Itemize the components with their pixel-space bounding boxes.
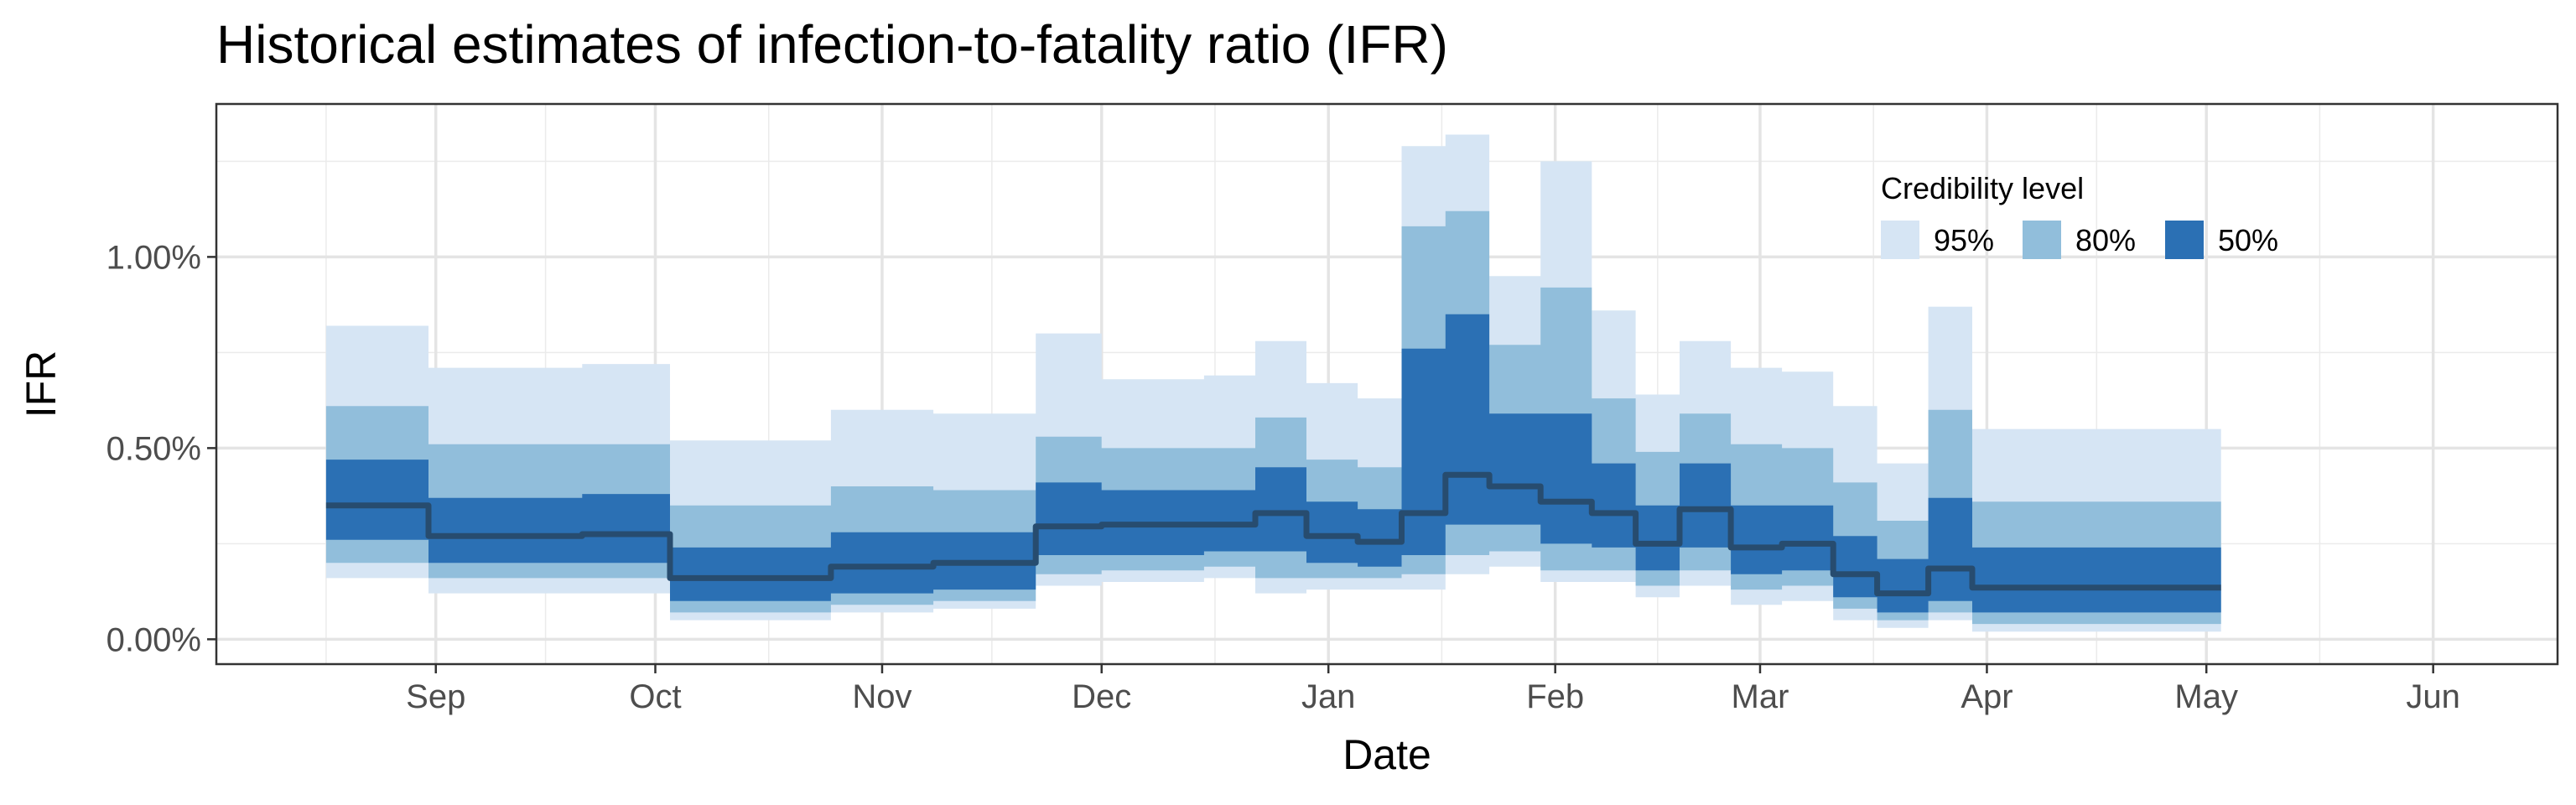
x-axis-title: Date <box>1343 731 1431 778</box>
chart-title: Historical estimates of infection-to-fat… <box>216 14 1448 75</box>
legend-swatch-50 <box>2165 221 2204 259</box>
y-axis-ticks: 0.00% 0.50% 1.00% <box>106 239 216 658</box>
legend-label-50: 50% <box>2218 223 2278 257</box>
legend: Credibility level 95% 80% 50% <box>1881 171 2278 259</box>
legend-entries: 95% 80% 50% <box>1881 221 2278 259</box>
legend-label-80: 80% <box>2075 223 2136 257</box>
y-tick-label-0: 0.00% <box>106 621 201 658</box>
x-axis-ticks: Sep Oct Nov Dec Jan Feb Mar Apr May Jun <box>406 664 2460 715</box>
y-tick-label-1: 0.50% <box>106 430 201 467</box>
x-tick-label-Mar: Mar <box>1732 678 1789 715</box>
legend-title: Credibility level <box>1881 171 2084 205</box>
x-tick-label-Jun: Jun <box>2406 678 2460 715</box>
y-tick-label-2: 1.00% <box>106 239 201 276</box>
band-50-layer <box>325 314 2221 613</box>
x-tick-label-May: May <box>2174 678 2238 715</box>
x-tick-label-Jan: Jan <box>1301 678 1356 715</box>
x-tick-label-Nov: Nov <box>852 678 911 715</box>
x-tick-label-Oct: Oct <box>629 678 681 715</box>
median-line-layer <box>325 471 2221 597</box>
x-tick-label-Sep: Sep <box>406 678 465 715</box>
x-tick-label-Feb: Feb <box>1526 678 1584 715</box>
x-tick-label-Dec: Dec <box>1072 678 1131 715</box>
legend-label-95: 95% <box>1934 223 1994 257</box>
legend-swatch-95 <box>1881 221 1919 259</box>
band-50 <box>325 314 2221 613</box>
plot-border <box>215 102 2559 666</box>
y-axis-title: IFR <box>18 351 65 418</box>
median-line <box>325 471 2221 597</box>
x-tick-label-Apr: Apr <box>1961 678 2012 715</box>
legend-swatch-80 <box>2023 221 2061 259</box>
